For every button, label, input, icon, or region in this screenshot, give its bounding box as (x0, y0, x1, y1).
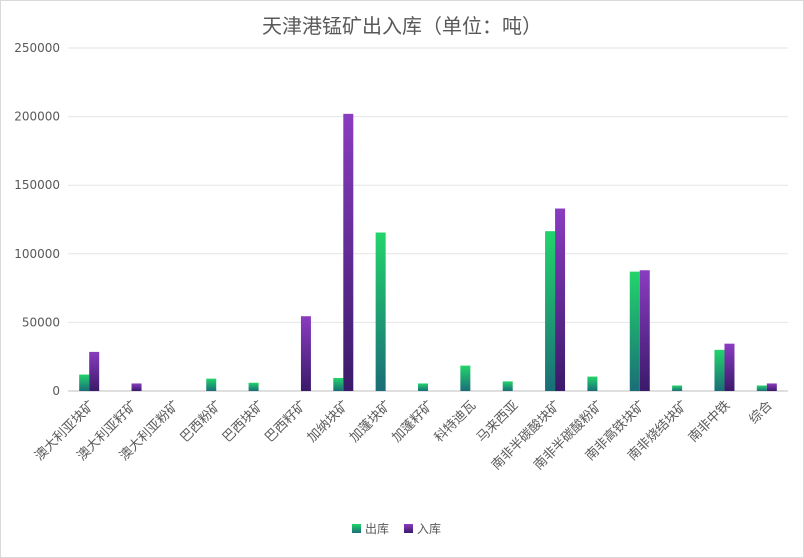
bar-outbound (714, 349, 725, 391)
x-tick-label: 加蓬籽矿 (389, 398, 436, 445)
legend-label: 出库 (365, 521, 389, 536)
bar-outbound (545, 231, 556, 391)
bar-outbound (333, 377, 344, 391)
x-tick-label: 南非中铁 (685, 398, 733, 446)
legend: 出库 入库 (352, 521, 441, 536)
x-tick-label: 综合 (747, 398, 776, 427)
bar-outbound (672, 385, 683, 391)
x-tick-label: 巴西块矿 (220, 398, 267, 445)
grid (68, 47, 788, 392)
bar-outbound (418, 383, 428, 391)
bar-outbound (756, 385, 767, 391)
bar-inbound (639, 270, 650, 391)
x-tick-label: 加纳块矿 (305, 398, 352, 445)
bar-inbound (343, 113, 354, 391)
bar-outbound (375, 232, 386, 391)
y-tick-label: 150000 (14, 178, 60, 192)
bar-inbound (89, 351, 100, 391)
y-tick-label: 200000 (14, 110, 60, 124)
bar-inbound (300, 316, 311, 391)
bar-inbound (766, 383, 777, 391)
y-tick-label: 0 (52, 384, 60, 398)
chart-title: 天津港锰矿出入库（单位：吨） (262, 14, 542, 38)
bars (79, 113, 777, 391)
x-tick-label: 巴西粉矿 (178, 398, 225, 445)
bar-outbound (502, 381, 513, 391)
bar-inbound (131, 383, 142, 391)
y-axis: 0 50000 100000 150000 200000 250000 (14, 41, 60, 398)
x-tick-label: 科特迪瓦 (432, 398, 479, 445)
bar-outbound (248, 382, 259, 391)
bar-outbound (206, 378, 217, 391)
x-axis: 澳大利亚块矿澳大利亚籽矿澳大利亚粉矿巴西粉矿巴西块矿巴西籽矿加纳块矿加蓬块矿加蓬… (32, 398, 776, 474)
y-tick-label: 100000 (14, 247, 60, 261)
x-tick-label: 巴西籽矿 (262, 398, 309, 445)
bar-outbound (629, 271, 640, 391)
legend-label: 入库 (417, 521, 441, 536)
bar-outbound (587, 376, 598, 391)
y-tick-label: 250000 (14, 41, 60, 55)
bar-outbound (460, 365, 471, 391)
bar-inbound (555, 208, 566, 391)
bar-outbound (79, 374, 90, 391)
legend-swatch (352, 524, 361, 533)
y-tick-label: 50000 (22, 315, 60, 329)
bar-inbound (724, 343, 735, 391)
x-tick-label: 加蓬块矿 (347, 398, 394, 445)
legend-swatch (404, 524, 413, 533)
